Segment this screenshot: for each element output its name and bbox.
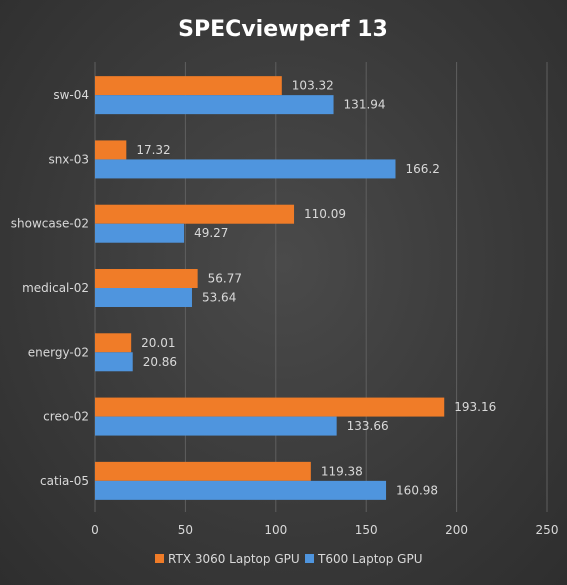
legend-label-t600: T600 Laptop GPU [317, 552, 423, 566]
x-tick-label: 0 [91, 523, 99, 537]
x-tick-label: 100 [264, 523, 287, 537]
bar-rtx3060-snx-03 [95, 140, 127, 160]
bar-rtx3060-energy-02 [95, 333, 132, 353]
value-label: 103.32 [292, 79, 334, 93]
legend: RTX 3060 Laptop GPU T600 Laptop GPU [155, 552, 423, 566]
legend-swatch-t600 [305, 554, 314, 563]
bar-rtx3060-catia-05 [95, 461, 311, 481]
bar-t600-energy-02 [95, 352, 133, 372]
category-label: showcase-02 [11, 217, 89, 231]
legend-swatch-rtx3060 [155, 554, 164, 563]
bar-rtx3060-showcase-02 [95, 204, 295, 224]
category-label: energy-02 [28, 345, 89, 359]
bar-t600-creo-02 [95, 416, 337, 436]
gridlines [94, 62, 548, 512]
chart-title: SPECviewperf 13 [178, 17, 388, 42]
bar-t600-catia-05 [95, 480, 387, 500]
bar-rtx3060-creo-02 [95, 397, 445, 417]
value-label: 131.94 [344, 98, 386, 112]
bars [95, 76, 445, 500]
value-label: 56.77 [208, 272, 242, 286]
x-tick-label: 50 [178, 523, 193, 537]
bar-t600-showcase-02 [95, 223, 185, 243]
value-label: 17.32 [136, 143, 170, 157]
value-label: 133.66 [347, 419, 389, 433]
x-tick-label: 150 [355, 523, 378, 537]
value-label: 20.86 [143, 355, 177, 369]
bar-rtx3060-medical-02 [95, 269, 198, 288]
bar-t600-snx-03 [95, 159, 396, 179]
bar-t600-sw-04 [95, 95, 334, 115]
value-label: 110.09 [304, 207, 346, 221]
value-label: 49.27 [194, 226, 228, 240]
category-label: sw-04 [53, 88, 89, 102]
x-tick-label: 200 [445, 523, 468, 537]
value-label: 160.98 [396, 483, 438, 497]
labels: 0 50 100 150 200 250 sw-04 103.32 131.94 snx-03 17… [11, 79, 559, 537]
category-label: creo-02 [43, 410, 89, 424]
category-label: medical-02 [22, 281, 89, 295]
category-label: catia-05 [40, 474, 89, 488]
value-label: 166.2 [405, 162, 439, 176]
value-label: 20.01 [141, 336, 175, 350]
value-label: 119.38 [321, 464, 363, 478]
legend-label-rtx3060: RTX 3060 Laptop GPU [168, 552, 300, 566]
x-tick-label: 250 [536, 523, 559, 537]
bar-rtx3060-sw-04 [95, 76, 282, 96]
bar-t600-medical-02 [95, 288, 192, 307]
value-label: 53.64 [202, 291, 236, 305]
value-label: 193.16 [454, 400, 496, 414]
category-label: snx-03 [48, 152, 89, 166]
